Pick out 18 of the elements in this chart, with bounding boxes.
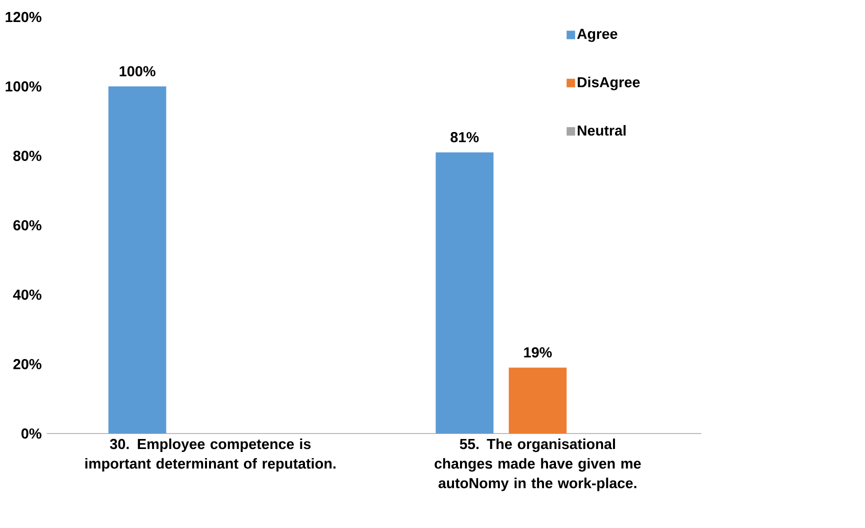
y-tick-label: 100% (6, 81, 42, 92)
legend-label: Neutral (578, 125, 626, 136)
x-tick-label: 30. Employee competence is important determinant of reputation. (85, 438, 336, 472)
y-tick-label: 60% (13, 220, 42, 230)
y-tick-label: 0% (21, 428, 42, 439)
legend-label: Agree (577, 28, 618, 42)
data-label: 19% (524, 347, 552, 358)
bar (108, 86, 166, 434)
legend-label: DisAgree (578, 76, 640, 90)
x-tick-label: 55. The organisational changes made have given me autoNomy in the work-place. (434, 438, 641, 492)
data-label: 81% (450, 132, 479, 142)
data-label: 100% (120, 66, 156, 76)
y-tick-label: 20% (13, 359, 42, 370)
bar (436, 152, 494, 434)
bar (508, 368, 567, 434)
y-tick-label: 120% (6, 12, 42, 22)
y-tick-label: 80% (13, 150, 42, 162)
y-tick-label: 40% (13, 290, 42, 300)
